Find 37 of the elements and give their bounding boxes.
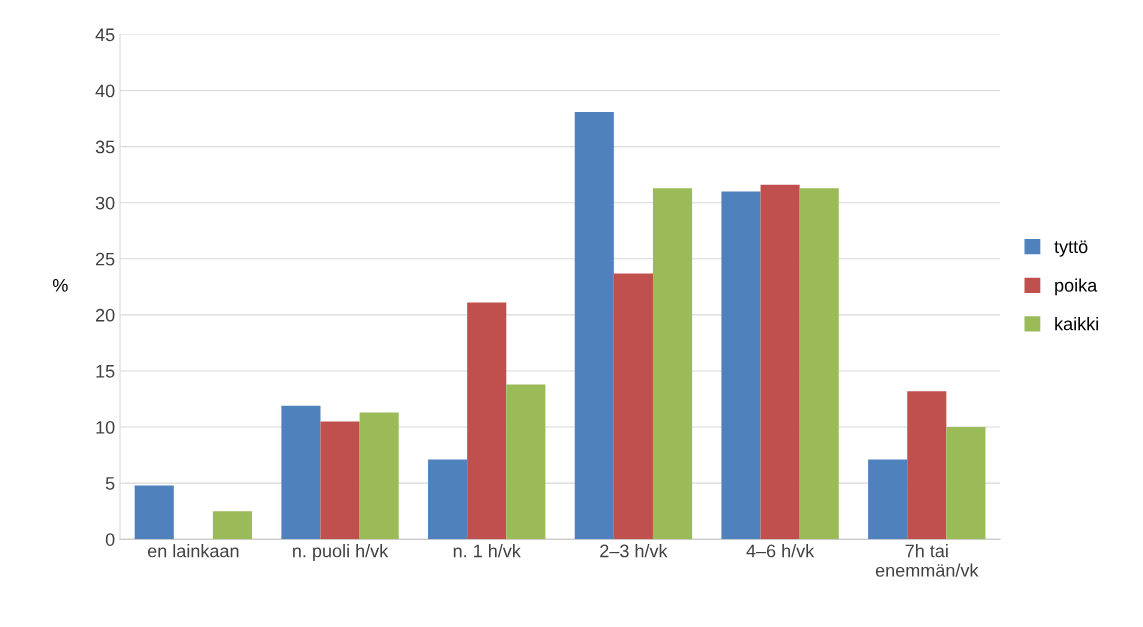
x-tick-label: n. 1 h/vk — [453, 544, 521, 558]
y-tick-label: 30 — [95, 196, 115, 210]
bar — [281, 405, 321, 540]
x-tick-label: 7h tai enemmän/vk — [875, 544, 979, 577]
legend-label: poika — [1055, 278, 1098, 296]
bar — [721, 191, 761, 540]
bar — [868, 459, 908, 540]
x-tick-label: en lainkaan — [147, 544, 239, 558]
bar — [907, 391, 947, 540]
y-tick-label: 5 — [105, 477, 115, 490]
bar — [799, 188, 839, 540]
y-tick-label: 0 — [105, 533, 115, 546]
bar — [212, 511, 253, 540]
y-tick-label: 10 — [96, 420, 115, 434]
bar — [946, 427, 986, 540]
x-tick-label: 4–6 h/vk — [746, 544, 815, 558]
y-tick-label: 20 — [95, 308, 115, 322]
y-tick-label: 45 — [95, 28, 115, 42]
bar — [359, 412, 399, 540]
x-tick-label: n. puoli h/vk — [293, 544, 389, 561]
bar — [760, 184, 800, 540]
y-tick-label: 40 — [95, 84, 115, 98]
y-tick-label: 35 — [95, 140, 115, 154]
bar — [506, 384, 546, 540]
y-axis-title: % — [52, 278, 68, 292]
bar — [574, 111, 614, 540]
bar — [613, 273, 653, 540]
legend-label: tyttö — [1054, 240, 1088, 257]
bar — [320, 421, 360, 540]
bar — [428, 459, 468, 540]
bar — [652, 188, 693, 540]
y-tick-label: 25 — [95, 252, 115, 266]
legend-label: kaikki — [1055, 317, 1098, 331]
x-tick-label: 2–3 h/vk — [600, 544, 668, 558]
y-tick-label: 15 — [96, 365, 115, 378]
bar — [134, 485, 174, 540]
bar — [467, 302, 507, 540]
